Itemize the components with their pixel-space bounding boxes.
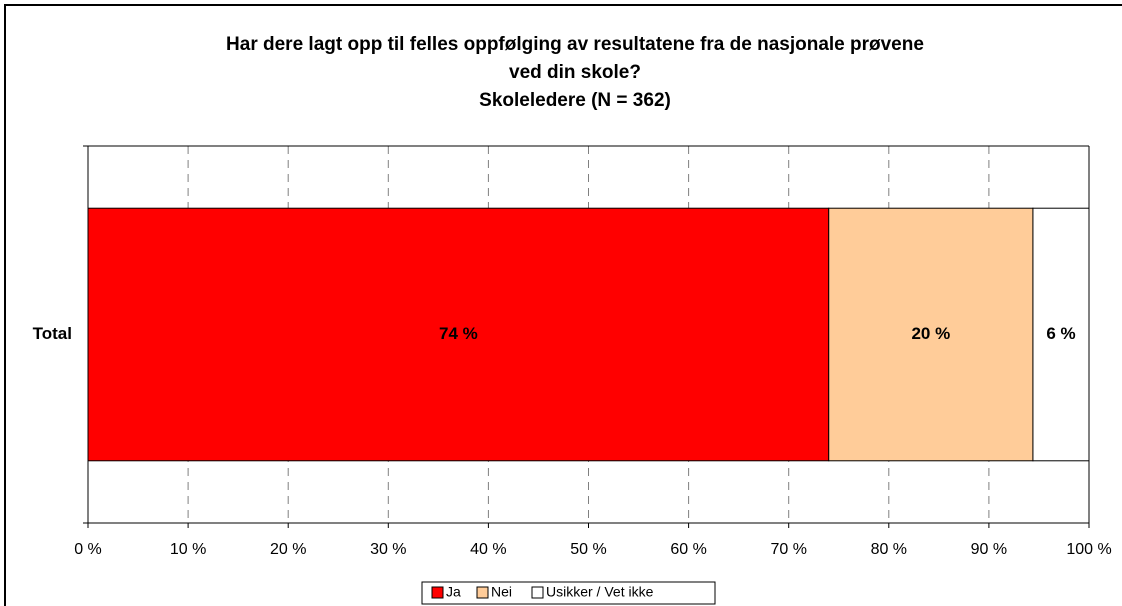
x-tick-label: 30 % xyxy=(370,541,406,558)
x-tick-label: 40 % xyxy=(470,541,506,558)
bar-segment xyxy=(1032,207,1090,462)
x-tick-label: 70 % xyxy=(770,541,806,558)
x-tick-label: 20 % xyxy=(270,541,306,558)
legend-swatch xyxy=(531,586,544,599)
legend-swatch xyxy=(431,586,444,599)
x-tick-label: 50 % xyxy=(570,541,606,558)
legend-label: Nei xyxy=(491,584,512,600)
legend-swatch xyxy=(476,586,489,599)
x-tick-label: 100 % xyxy=(1066,541,1111,558)
x-tick-label: 0 % xyxy=(74,541,102,558)
chart-title: Har dere lagt opp til felles oppfølging … xyxy=(226,34,924,55)
value-label: 6 % xyxy=(1046,324,1075,343)
x-tick-label: 60 % xyxy=(670,541,706,558)
category-label: Total xyxy=(33,324,72,343)
legend-label: Usikker / Vet ikke xyxy=(546,584,654,600)
chart-subtitle: Skoleledere (N = 362) xyxy=(479,90,671,111)
value-label: 74 % xyxy=(439,324,478,343)
bar-segment xyxy=(828,207,1034,462)
x-tick-label: 80 % xyxy=(871,541,907,558)
bar-segment xyxy=(87,207,830,462)
value-label: 20 % xyxy=(911,324,950,343)
x-tick-label: 90 % xyxy=(971,541,1007,558)
x-tick-label: 10 % xyxy=(170,541,206,558)
chart-title: ved din skole? xyxy=(509,62,641,83)
legend-frame xyxy=(421,581,716,605)
legend: Ja Nei Usikker / Vet ikke xyxy=(421,581,716,605)
legend-label: Ja xyxy=(446,584,461,600)
